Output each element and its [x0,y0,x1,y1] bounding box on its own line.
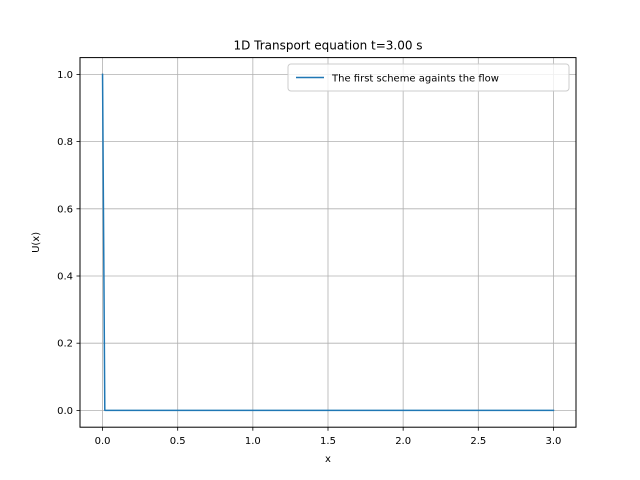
x-tick-label: 1.0 [245,436,261,447]
legend: The first scheme againts the flow [287,63,570,92]
x-tick-label: 2.0 [395,436,411,447]
x-tick-label: 1.5 [320,436,336,447]
y-tick-label: 0.0 [57,406,73,417]
x-tick-label: 3.0 [546,436,562,447]
chart-title: 1D Transport equation t=3.00 s [233,39,422,53]
x-tick-label: 0.5 [170,436,186,447]
y-axis-label: U(x) [31,232,42,253]
series-layer [101,73,555,412]
ticks: 0.0 0.5 1.0 1.5 2.0 2.5 3.0 0.0 0.2 0.4 0.6 0.8 1.0 [57,70,561,447]
y-tick-label: 0.8 [57,137,73,148]
x-axis-label: x [325,454,331,465]
legend-label-0: The first scheme againts the flow [331,74,499,85]
y-tick-label: 1.0 [57,70,73,81]
series-line-0 [101,73,555,412]
x-tick-label: 2.5 [470,436,486,447]
y-tick-label: 0.2 [57,339,73,350]
legend-box [287,63,570,92]
y-tick-label: 0.6 [57,204,73,215]
x-tick-label: 0.0 [95,436,111,447]
y-tick-label: 0.4 [57,272,73,283]
